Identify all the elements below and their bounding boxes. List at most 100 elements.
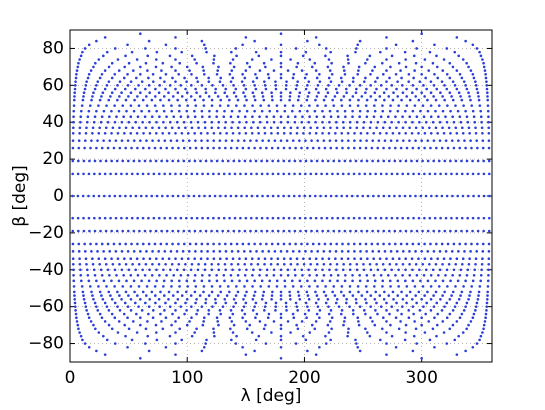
point xyxy=(224,194,227,198)
point xyxy=(253,242,256,246)
point xyxy=(274,80,277,83)
point xyxy=(285,250,289,253)
point xyxy=(152,172,156,176)
point xyxy=(342,294,346,297)
point xyxy=(193,229,197,233)
point xyxy=(293,120,297,124)
point xyxy=(199,229,202,233)
point xyxy=(71,159,75,163)
point xyxy=(113,301,117,305)
point xyxy=(183,76,186,80)
point xyxy=(93,216,96,220)
point xyxy=(97,104,100,107)
point xyxy=(465,115,469,118)
point xyxy=(475,87,479,91)
point xyxy=(182,159,186,163)
point xyxy=(317,297,320,301)
point xyxy=(411,120,414,124)
point xyxy=(469,290,472,294)
point xyxy=(399,69,402,72)
point xyxy=(378,257,382,261)
point xyxy=(127,95,130,98)
point xyxy=(106,120,110,124)
point xyxy=(238,131,241,135)
point xyxy=(458,146,462,150)
point xyxy=(100,294,103,297)
point xyxy=(226,285,230,288)
point xyxy=(186,131,190,135)
point xyxy=(177,72,180,76)
point xyxy=(346,58,350,61)
point xyxy=(86,312,90,316)
point xyxy=(188,159,191,163)
point xyxy=(369,268,373,272)
point xyxy=(467,323,470,327)
point xyxy=(321,109,324,113)
point xyxy=(354,50,357,54)
point xyxy=(316,285,319,288)
point xyxy=(134,120,138,124)
point xyxy=(354,338,357,342)
point xyxy=(376,312,379,316)
point xyxy=(433,345,436,349)
point xyxy=(379,115,383,118)
point xyxy=(455,216,459,220)
point xyxy=(441,279,445,283)
point xyxy=(373,279,377,283)
point xyxy=(243,139,246,142)
point xyxy=(190,305,193,308)
point xyxy=(182,268,186,272)
point xyxy=(155,194,159,198)
point xyxy=(137,305,140,308)
point xyxy=(179,84,183,87)
point xyxy=(423,242,426,246)
point xyxy=(482,159,485,163)
y-tick-label: 80 xyxy=(42,38,64,58)
point xyxy=(85,120,89,124)
point xyxy=(203,194,206,198)
point xyxy=(462,309,466,312)
point xyxy=(420,323,423,327)
point xyxy=(327,58,331,61)
point xyxy=(310,139,313,142)
point xyxy=(486,297,489,301)
point xyxy=(121,229,125,233)
point xyxy=(217,216,221,220)
point xyxy=(154,87,157,91)
point xyxy=(420,72,423,76)
point xyxy=(184,126,187,130)
point xyxy=(329,194,333,198)
point xyxy=(455,69,459,72)
point xyxy=(98,290,102,294)
point xyxy=(448,76,452,80)
point xyxy=(98,312,102,316)
point xyxy=(342,95,346,98)
point xyxy=(405,95,409,98)
point xyxy=(434,126,438,130)
point xyxy=(139,65,142,69)
point xyxy=(224,87,228,91)
point xyxy=(404,159,408,163)
point xyxy=(155,331,158,334)
point xyxy=(102,334,105,338)
point xyxy=(299,229,302,233)
point xyxy=(226,229,230,233)
point xyxy=(243,76,247,80)
point xyxy=(388,109,392,113)
point xyxy=(75,69,79,72)
point xyxy=(374,216,377,220)
point xyxy=(358,279,362,283)
point xyxy=(170,126,174,130)
point xyxy=(404,323,408,327)
point xyxy=(212,172,215,176)
point xyxy=(353,139,356,142)
point xyxy=(486,104,490,107)
point xyxy=(423,95,426,98)
point xyxy=(385,69,388,72)
point xyxy=(243,104,246,107)
point xyxy=(253,146,256,150)
point xyxy=(83,47,87,50)
point xyxy=(171,159,175,163)
point xyxy=(83,139,87,142)
point xyxy=(356,345,360,349)
